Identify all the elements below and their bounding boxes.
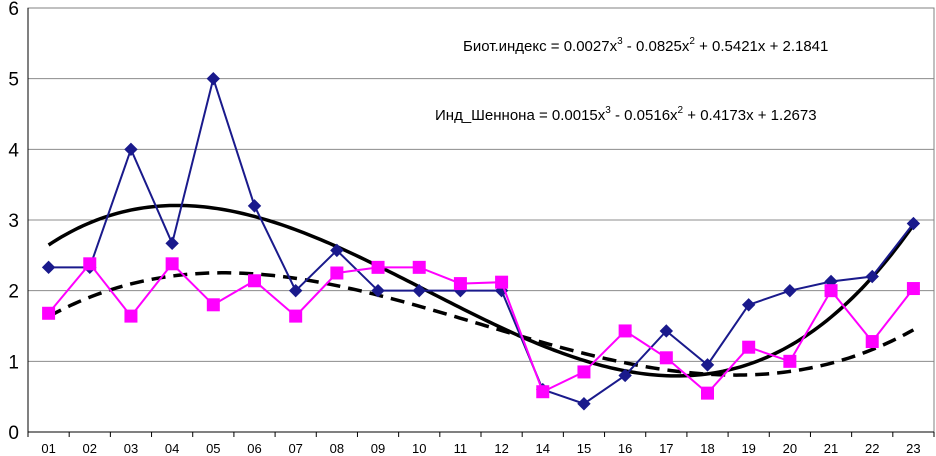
data-point: [495, 275, 509, 289]
axes: [27, 7, 935, 437]
y-tick-label: 0: [8, 423, 19, 444]
data-point: [165, 236, 179, 251]
data-point: [701, 386, 714, 400]
gridlines: [28, 7, 934, 362]
x-tick-label: 22: [865, 441, 879, 456]
data-point: [906, 282, 920, 296]
x-tick-label: 11: [454, 441, 468, 456]
trendlines: [47, 203, 915, 378]
x-tick-label: 06: [247, 441, 261, 456]
x-tick-label: 17: [659, 441, 673, 456]
data-point: [288, 283, 303, 298]
data-point: [742, 340, 756, 354]
y-tick-label: 1: [8, 352, 19, 373]
data-point: [659, 351, 673, 365]
data-point: [124, 142, 138, 157]
y-tick-label: 4: [8, 140, 19, 161]
x-tick-label: 16: [618, 441, 632, 456]
data-point: [41, 260, 56, 275]
equation-biot-index: Биот.индекс = 0.0027x3 - 0.0825x2 + 0.54…: [463, 36, 828, 55]
x-tick-labels: 01 02 03 04 05 06 07 08 09 10 11 12 14 15 16 17 18 19 20 21…: [41, 441, 920, 456]
data-point: [453, 277, 467, 291]
x-tick-label: 07: [288, 441, 302, 456]
data-point: [247, 199, 262, 213]
x-tick-label: 12: [494, 441, 508, 456]
x-tick-label: 20: [783, 441, 797, 456]
trendline-biot-index: [47, 203, 915, 378]
data-point: [865, 269, 879, 284]
series-line: [48, 75, 915, 405]
data-point: [371, 283, 385, 298]
data-point: [536, 385, 550, 399]
data-point: [824, 284, 838, 298]
data-point: [330, 243, 344, 258]
equation-shannon-index: Инд_Шеннона = 0.0015x3 - 0.0516x2 + 0.41…: [435, 105, 817, 124]
y-tick-labels: 0 1 2 3 4 5 6: [8, 0, 19, 444]
data-point: [206, 71, 221, 86]
data-point: [783, 354, 797, 368]
data-point: [618, 324, 632, 338]
x-tick-label: 10: [412, 441, 426, 456]
x-tick-label: 02: [83, 441, 97, 456]
data-point: [865, 335, 879, 349]
data-point: [289, 309, 303, 323]
data-point: [124, 309, 138, 323]
trendline-shannon-index: [47, 271, 915, 377]
y-tick-label: 2: [8, 282, 19, 303]
data-point: [412, 283, 426, 298]
x-tick-label: 15: [577, 441, 591, 456]
y-tick-label: 6: [8, 0, 19, 20]
data-point: [248, 274, 261, 288]
x-tick-label: 08: [330, 441, 344, 456]
data-point: [83, 257, 97, 271]
data-point: [577, 397, 591, 411]
data-point: [412, 260, 426, 274]
data-point: [700, 358, 715, 372]
x-tick-label: 23: [906, 441, 920, 456]
x-tick-label: 18: [700, 441, 714, 456]
data-point: [906, 216, 921, 231]
x-tick-label: 05: [206, 441, 220, 456]
x-tick-label: 19: [741, 441, 755, 456]
x-tick-label: 14: [536, 441, 550, 456]
data-point: [206, 298, 220, 312]
y-tick-label: 5: [8, 70, 19, 91]
x-tick-label: 01: [41, 441, 55, 456]
data-point: [659, 324, 674, 338]
data-point: [577, 365, 591, 379]
series-line: [47, 262, 915, 395]
x-tick-label: 09: [371, 441, 385, 456]
data-point: [618, 368, 632, 383]
data-point: [741, 298, 756, 312]
data-point: [42, 306, 56, 320]
y-tick-label: 3: [8, 211, 19, 232]
data-point: [371, 260, 385, 274]
data-point: [330, 266, 344, 280]
x-tick-label: 04: [165, 441, 179, 456]
data-point: [165, 257, 179, 271]
data-point: [783, 283, 797, 298]
series: [41, 71, 921, 411]
x-tick-label: 03: [124, 441, 138, 456]
x-tick-label: 21: [824, 441, 838, 456]
